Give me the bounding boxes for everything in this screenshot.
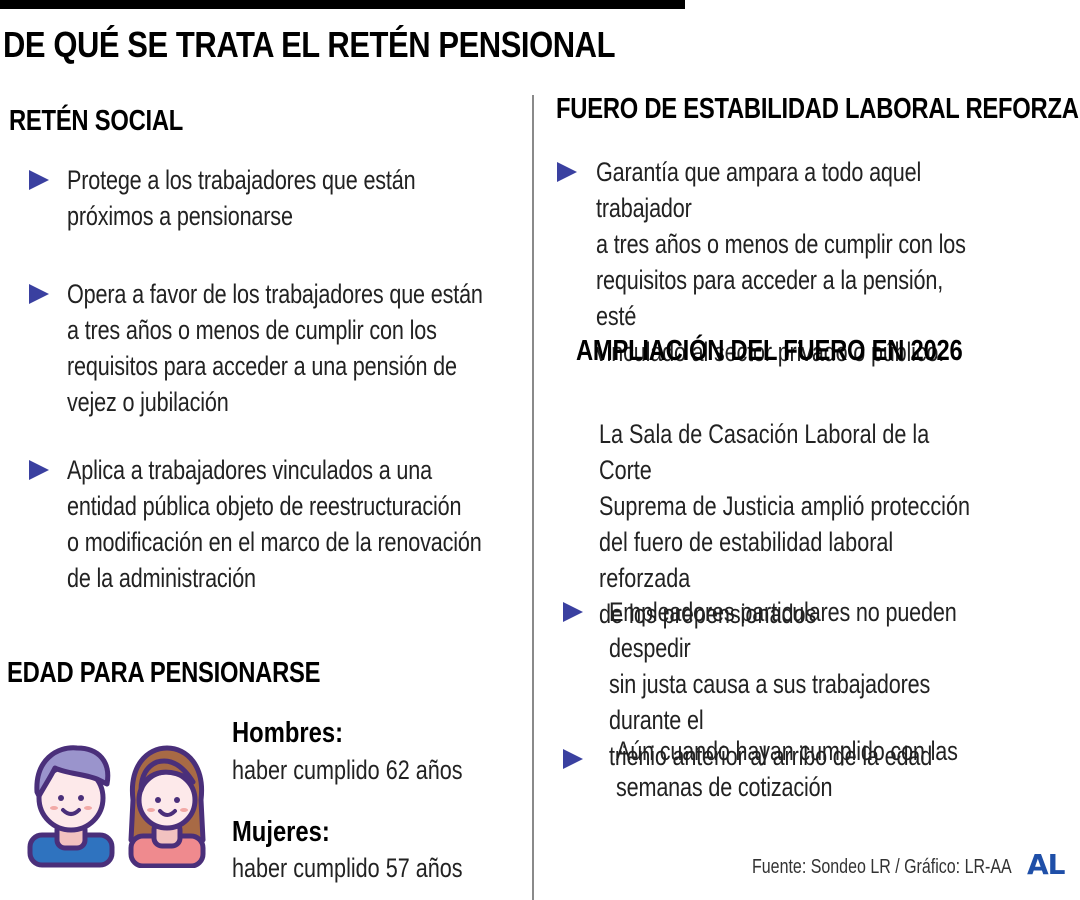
- heading-edad: EDAD PARA PENSIONARSE: [7, 657, 321, 689]
- bullet-text: Aún cuando hayan cumplido con las semana…: [616, 736, 958, 802]
- list-item: Garantía que ampara a todo aquel trabaja…: [557, 154, 1080, 370]
- list-item: Opera a favor de los trabajadores que es…: [29, 276, 587, 420]
- woman-avatar-icon: [128, 745, 206, 868]
- list-item: Aún cuando hayan cumplido con las semana…: [563, 733, 1043, 805]
- source-credit: Fuente: Sondeo LR / Gráfico: LR-AA: [752, 856, 1012, 878]
- column-divider: [532, 95, 534, 900]
- heading-ampliacion: AMPLIACIÓN DEL FUERO EN 2026: [576, 335, 963, 367]
- bullet-text: Aplica a trabajadores vinculados a una e…: [67, 455, 482, 593]
- women-value: haber cumplido 57 años: [232, 853, 463, 883]
- women-label: Mujeres:: [232, 816, 330, 848]
- ampliacion-paragraph: La Sala de Casación Laboral de la Corte …: [599, 419, 970, 629]
- list-item: Empleadores particulares no pueden despe…: [563, 594, 1080, 774]
- bullet-text: Garantía que ampara a todo aquel trabaja…: [596, 157, 966, 367]
- triangle-bullet-icon: [29, 460, 49, 480]
- triangle-bullet-icon: [29, 284, 49, 304]
- triangle-bullet-icon: [29, 170, 49, 190]
- bullet-text: Protege a los trabajadores que están pró…: [67, 165, 416, 231]
- bullet-text: Opera a favor de los trabajadores que es…: [67, 279, 483, 417]
- heading-reten-social: RETÉN SOCIAL: [9, 105, 184, 137]
- triangle-bullet-icon: [557, 162, 577, 182]
- triangle-bullet-icon: [563, 602, 583, 622]
- publisher-logo: AL: [1027, 848, 1066, 881]
- triangle-bullet-icon: [563, 749, 583, 769]
- men-value: haber cumplido 62 años: [232, 755, 463, 785]
- heading-fuero: FUERO DE ESTABILIDAD LABORAL REFORZADA: [556, 93, 1080, 125]
- page-title: DE QUÉ SE TRATA EL RETÉN PENSIONAL: [3, 24, 616, 65]
- man-avatar-icon: [27, 745, 115, 868]
- bullet-text: Empleadores particulares no pueden despe…: [609, 597, 957, 771]
- list-item: Aplica a trabajadores vinculados a una e…: [29, 452, 585, 596]
- men-label: Hombres:: [232, 717, 343, 749]
- list-item: Protege a los trabajadores que están pró…: [29, 162, 503, 234]
- top-bar: [0, 0, 685, 9]
